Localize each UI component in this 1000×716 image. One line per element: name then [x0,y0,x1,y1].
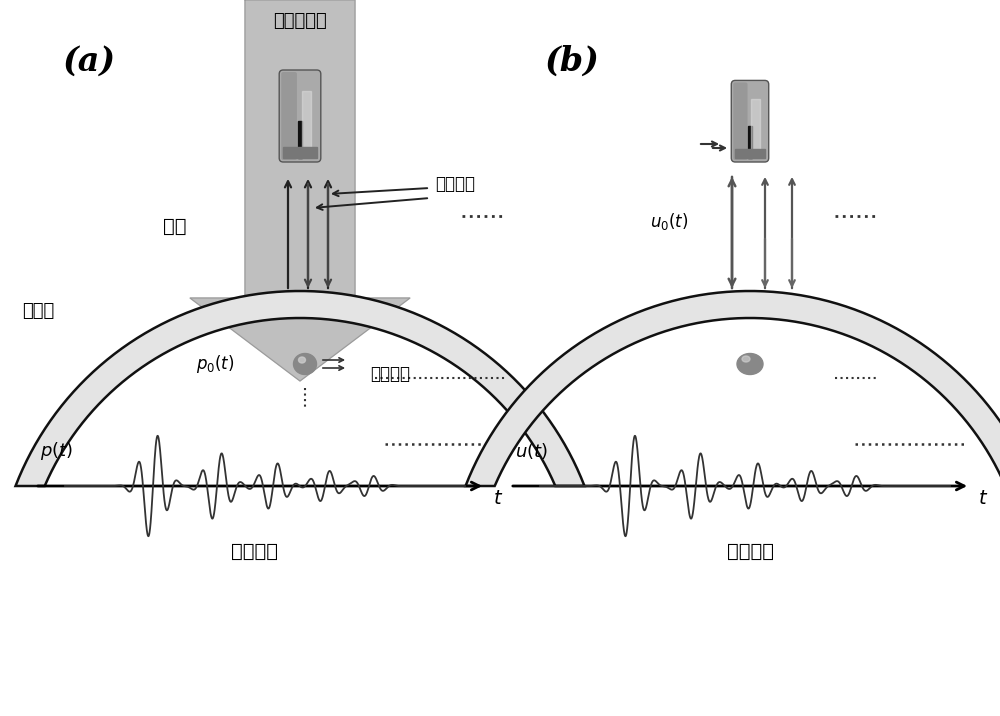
Text: 头盖骨: 头盖骨 [22,302,54,320]
Polygon shape [16,291,584,486]
Text: (a): (a) [63,44,117,77]
Ellipse shape [298,357,306,363]
Bar [748,126,752,158]
Text: 光声信号: 光声信号 [231,541,278,561]
Text: $\it{t}$: $\it{t}$ [978,488,988,508]
Bar [735,149,765,158]
Bar [283,147,317,158]
Text: $u(t)$: $u(t)$ [515,441,548,461]
Text: 光吸收体: 光吸收体 [370,365,410,383]
Text: $\it{t}$: $\it{t}$ [493,488,503,508]
Bar [302,91,311,150]
FancyBboxPatch shape [279,70,321,162]
Polygon shape [190,0,410,381]
Bar [298,121,302,158]
Text: (b): (b) [545,44,599,77]
Bar [751,99,760,150]
Text: 激光: 激光 [163,216,187,236]
Text: 超声信号: 超声信号 [726,541,774,561]
FancyBboxPatch shape [281,72,297,160]
Polygon shape [466,291,1000,486]
Ellipse shape [742,356,750,362]
Ellipse shape [737,354,763,374]
Text: 超声换能器: 超声换能器 [273,12,327,30]
Text: $p_0(t)$: $p_0(t)$ [196,353,235,375]
Text: $u_0(t)$: $u_0(t)$ [650,211,689,231]
Text: $p(t)$: $p(t)$ [40,440,73,462]
FancyBboxPatch shape [731,80,769,162]
Text: 反射信号: 反射信号 [435,175,475,193]
Ellipse shape [294,354,316,374]
FancyBboxPatch shape [733,82,748,160]
